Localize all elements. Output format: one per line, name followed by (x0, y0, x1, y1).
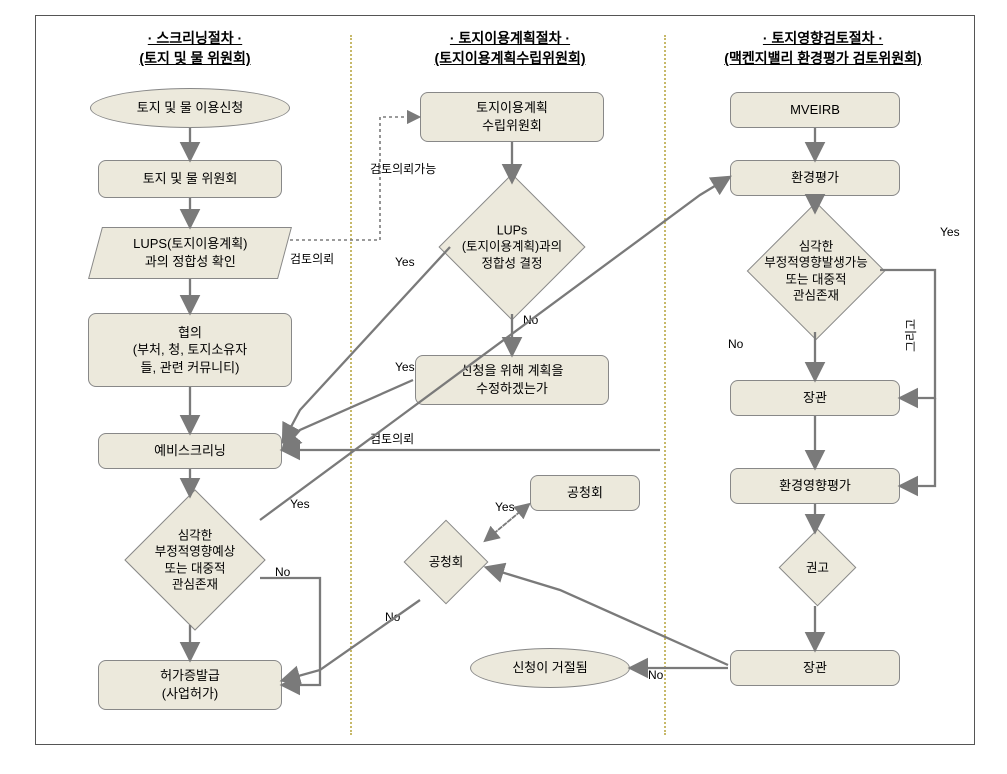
col2-title: · 토지이용계획절차 · (395, 28, 625, 48)
vertical-divider-2 (664, 35, 666, 735)
node-c4: 장관 (730, 380, 900, 416)
node-c5-text: 환경영향평가 (779, 477, 851, 495)
node-c7: 장관 (730, 650, 900, 686)
label-no-b2: No (523, 313, 538, 327)
label-yes-c3: Yes (940, 225, 960, 239)
label-no-a6: No (275, 565, 290, 579)
col1-title: · 스크리닝절차 · (90, 28, 300, 48)
node-b5: 신청이 거절됨 (470, 648, 630, 688)
node-a4-text: 협의(부처, 청, 토지소유자들, 관련 커뮤니티) (133, 324, 247, 377)
vertical-divider-1 (350, 35, 352, 735)
node-b4-text: 공청회 (401, 554, 491, 570)
node-c4-text: 장관 (803, 389, 827, 407)
node-b1-text: 토지이용계획수립위원회 (476, 99, 548, 134)
node-a6-text: 심각한부정적영향예상또는 대중적관심존재 (120, 528, 270, 593)
node-a7-text: 허가증발급(사업허가) (160, 667, 220, 702)
column-header-3: · 토지영향검토절차 · (맥켄지밸리 환경평가 검토위원회) (688, 28, 958, 68)
node-b3: 신청을 위해 계획을수정하겠는가 (415, 355, 609, 405)
node-a1: 토지 및 물 이용신청 (90, 88, 290, 128)
label-review-ref-possible: 검토의뢰가능 (370, 160, 436, 177)
node-b5-text: 신청이 거절됨 (512, 659, 587, 677)
node-a4: 협의(부처, 청, 토지소유자들, 관련 커뮤니티) (88, 313, 292, 387)
node-b1: 토지이용계획수립위원회 (420, 92, 604, 142)
node-a3-text: LUPS(토지이용계획)과의 정합성 확인 (133, 235, 247, 270)
node-b4b-text: 공청회 (567, 484, 603, 502)
node-c1-text: MVEIRB (790, 101, 840, 119)
label-no-b4: No (385, 610, 400, 624)
label-and-c: 그리고 (902, 319, 919, 352)
node-a3: LUPS(토지이용계획)과의 정합성 확인 (88, 227, 292, 279)
node-c3-text: 심각한부정적영향발생가능또는 대중적관심존재 (741, 239, 891, 304)
column-header-1: · 스크리닝절차 · (토지 및 물 위원회) (90, 28, 300, 68)
node-c7-text: 장관 (803, 659, 827, 677)
label-review-ref-a: 검토의뢰 (290, 250, 334, 267)
label-review-ref-b: 검토의뢰 (370, 430, 414, 447)
node-c2: 환경평가 (730, 160, 900, 196)
node-a1-text: 토지 및 물 이용신청 (137, 99, 244, 117)
label-yes-a6: Yes (290, 497, 310, 511)
node-c2-text: 환경평가 (791, 169, 839, 187)
node-a5-text: 예비스크리닝 (154, 442, 226, 460)
label-yes-b2: Yes (395, 255, 415, 269)
canvas: · 스크리닝절차 · (토지 및 물 위원회) · 토지이용계획절차 · (토지… (0, 0, 1007, 774)
node-a2: 토지 및 물 위원회 (98, 160, 282, 198)
node-c1: MVEIRB (730, 92, 900, 128)
col1-subtitle: (토지 및 물 위원회) (90, 48, 300, 68)
node-a2-text: 토지 및 물 위원회 (143, 170, 238, 188)
node-b2-text: LUPs(토지이용계획)과의정합성 결정 (437, 223, 587, 272)
node-a5: 예비스크리닝 (98, 433, 282, 469)
label-yes-b3: Yes (395, 360, 415, 374)
node-a7: 허가증발급(사업허가) (98, 660, 282, 710)
col2-subtitle: (토지이용계획수립위원회) (395, 48, 625, 68)
col3-subtitle: (맥켄지밸리 환경평가 검토위원회) (688, 48, 958, 68)
label-no-c7: No (648, 668, 663, 682)
node-b4b: 공청회 (530, 475, 640, 511)
node-c5: 환경영향평가 (730, 468, 900, 504)
col3-title: · 토지영향검토절차 · (688, 28, 958, 48)
label-yes-b4: Yes (495, 500, 515, 514)
node-b3-text: 신청을 위해 계획을수정하겠는가 (461, 362, 564, 397)
node-c6-text: 권고 (773, 559, 863, 575)
column-header-2: · 토지이용계획절차 · (토지이용계획수립위원회) (395, 28, 625, 68)
label-no-c3: No (728, 337, 743, 351)
